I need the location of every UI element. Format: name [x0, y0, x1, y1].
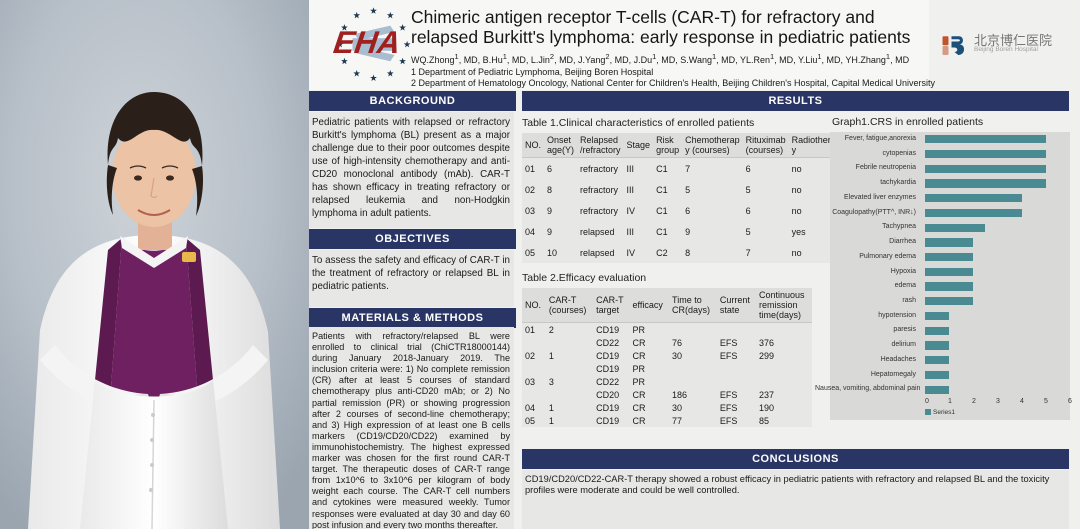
svg-text:EHA: EHA: [331, 24, 403, 60]
